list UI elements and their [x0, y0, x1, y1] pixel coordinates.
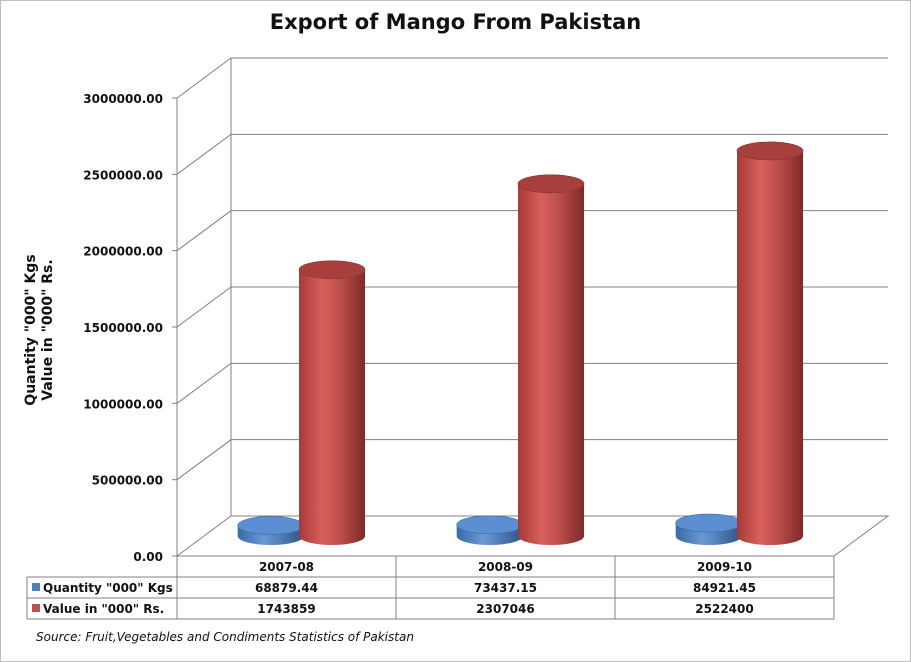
y-tick-label: 1500000.00	[83, 321, 163, 335]
table-value: 2307046	[476, 602, 534, 616]
bar-body	[737, 150, 804, 545]
table-value: 2522400	[695, 602, 753, 616]
gridline	[176, 210, 888, 252]
category-label: 2009-10	[697, 560, 752, 574]
bar-value	[298, 260, 366, 545]
table-value: 73437.15	[474, 581, 537, 595]
gridline	[176, 439, 888, 481]
category-label: 2008-09	[478, 560, 533, 574]
table-value: 1743859	[257, 602, 315, 616]
table-value: 84921.45	[693, 581, 756, 595]
legend-key	[32, 583, 40, 591]
bar-top	[517, 174, 585, 194]
bar-top	[237, 516, 305, 535]
legend-entry: Value in "000" Rs.	[43, 602, 164, 616]
y-tick-label: 500000.00	[92, 474, 163, 488]
y-tick-label: 2000000.00	[83, 245, 163, 259]
bar-top	[456, 515, 524, 535]
gridline	[176, 362, 888, 404]
y-tick-label: 0.00	[133, 550, 163, 564]
y-tick-label: 3000000.00	[83, 92, 163, 106]
y-tick-label: 2500000.00	[83, 168, 163, 182]
bar-quantity	[237, 516, 305, 545]
bar-quantity	[456, 515, 524, 545]
category-label: 2007-08	[259, 560, 314, 574]
bar-value	[736, 141, 804, 545]
bar-top	[675, 513, 743, 533]
gridline	[176, 133, 888, 175]
bar-body	[518, 183, 585, 546]
bar-top	[736, 141, 804, 161]
bar-quantity	[675, 513, 743, 545]
source-note: Source: Fruit,Vegetables and Condiments …	[36, 630, 414, 644]
legend-key	[32, 604, 40, 612]
chart-title: Export of Mango From Pakistan	[269, 10, 642, 34]
bar-value	[517, 174, 585, 546]
table-value: 68879.44	[255, 581, 318, 595]
legend-entry: Quantity "000" Kgs	[43, 581, 173, 595]
bar-body	[299, 269, 366, 545]
gridline	[176, 57, 888, 99]
y-tick-label: 1000000.00	[83, 397, 163, 411]
gridline	[176, 286, 888, 328]
bar-top	[298, 260, 366, 280]
